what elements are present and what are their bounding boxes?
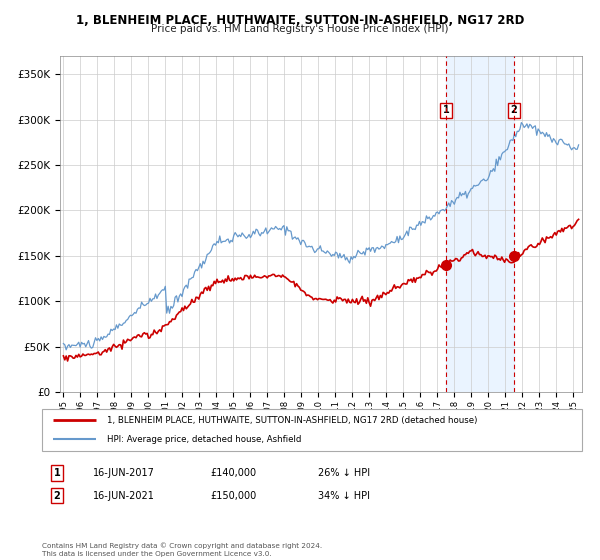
- Text: 1, BLENHEIM PLACE, HUTHWAITE, SUTTON-IN-ASHFIELD, NG17 2RD (detached house): 1, BLENHEIM PLACE, HUTHWAITE, SUTTON-IN-…: [107, 416, 477, 424]
- Text: 2: 2: [511, 105, 517, 115]
- Text: 34% ↓ HPI: 34% ↓ HPI: [318, 491, 370, 501]
- Text: 16-JUN-2021: 16-JUN-2021: [93, 491, 155, 501]
- Text: Contains HM Land Registry data © Crown copyright and database right 2024.
This d: Contains HM Land Registry data © Crown c…: [42, 543, 322, 557]
- Text: 2: 2: [53, 491, 61, 501]
- Text: 1: 1: [443, 105, 449, 115]
- Text: 1, BLENHEIM PLACE, HUTHWAITE, SUTTON-IN-ASHFIELD, NG17 2RD: 1, BLENHEIM PLACE, HUTHWAITE, SUTTON-IN-…: [76, 14, 524, 27]
- Text: 26% ↓ HPI: 26% ↓ HPI: [318, 468, 370, 478]
- Text: Price paid vs. HM Land Registry's House Price Index (HPI): Price paid vs. HM Land Registry's House …: [151, 24, 449, 34]
- Text: 1: 1: [53, 468, 61, 478]
- Text: 16-JUN-2017: 16-JUN-2017: [93, 468, 155, 478]
- Text: £150,000: £150,000: [210, 491, 256, 501]
- Bar: [446, 56, 514, 392]
- FancyBboxPatch shape: [42, 409, 582, 451]
- Text: £140,000: £140,000: [210, 468, 256, 478]
- Text: HPI: Average price, detached house, Ashfield: HPI: Average price, detached house, Ashf…: [107, 435, 301, 444]
